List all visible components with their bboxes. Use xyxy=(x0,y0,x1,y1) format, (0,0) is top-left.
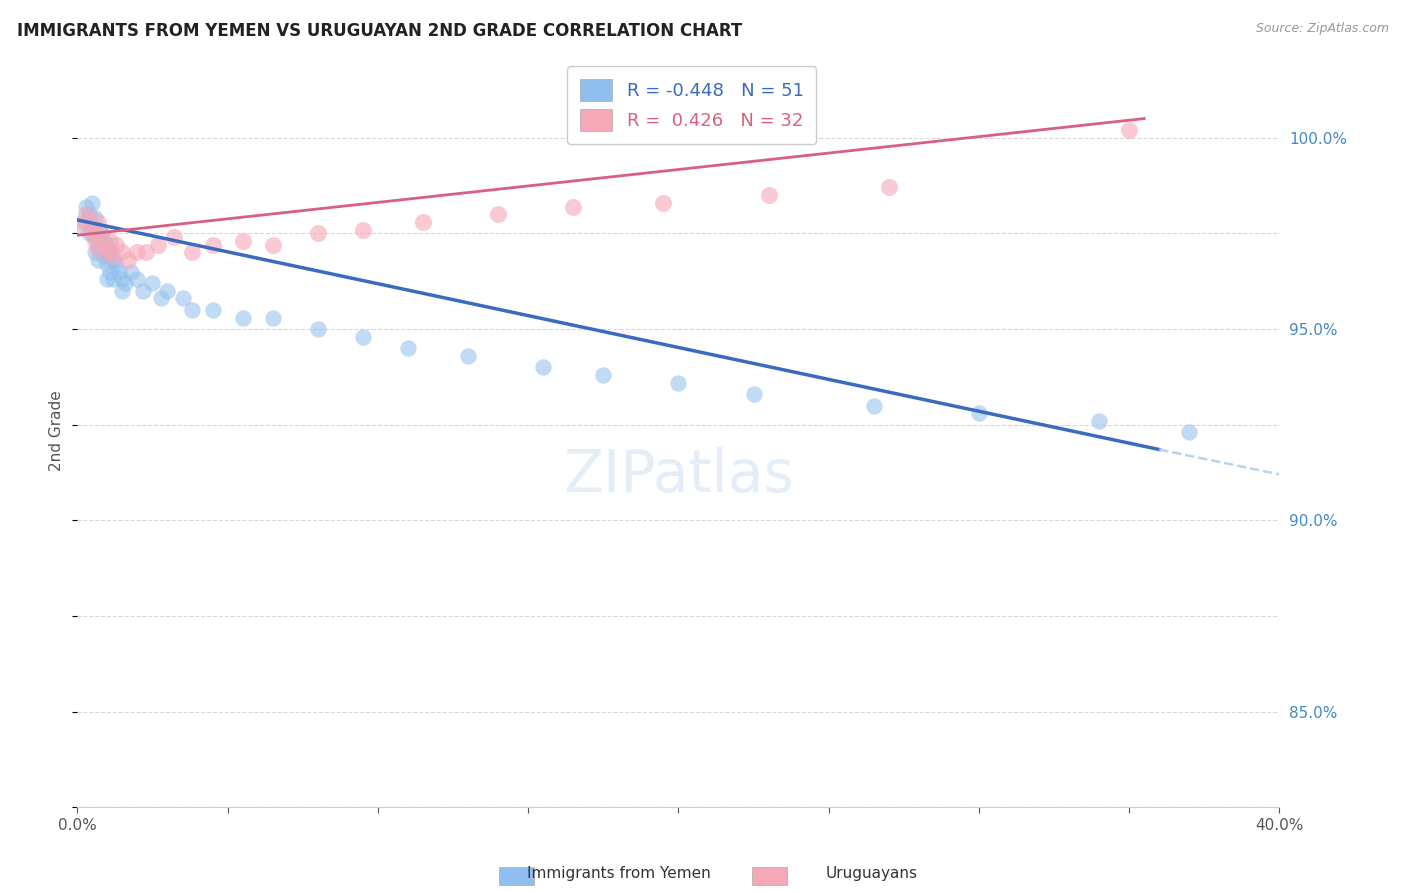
Point xyxy=(127,272,149,286)
Point xyxy=(156,284,179,298)
Point xyxy=(87,242,110,256)
Point xyxy=(82,195,104,210)
Point xyxy=(352,329,374,343)
Point xyxy=(307,227,329,241)
Point xyxy=(87,237,110,252)
Point xyxy=(72,219,94,233)
Point xyxy=(967,406,990,420)
Text: ZIPatlas: ZIPatlas xyxy=(562,447,794,504)
Point xyxy=(1118,123,1140,137)
Point xyxy=(742,387,765,401)
Point xyxy=(93,234,115,248)
Point xyxy=(105,237,128,252)
Point xyxy=(127,245,149,260)
Point xyxy=(90,242,112,256)
Point xyxy=(232,234,254,248)
Point xyxy=(352,222,374,236)
Point xyxy=(82,227,104,241)
Point xyxy=(396,341,419,355)
Point xyxy=(79,207,101,221)
Point xyxy=(87,222,110,236)
Point xyxy=(111,272,134,286)
Point xyxy=(457,349,479,363)
Point xyxy=(114,276,136,290)
Point xyxy=(84,230,107,244)
Point xyxy=(75,207,97,221)
Y-axis label: 2nd Grade: 2nd Grade xyxy=(49,390,65,471)
Point xyxy=(82,219,104,233)
Point xyxy=(90,227,112,241)
Point xyxy=(652,195,675,210)
Point xyxy=(135,245,157,260)
Point xyxy=(103,272,125,286)
Point xyxy=(307,322,329,336)
Point xyxy=(1088,414,1111,428)
Point xyxy=(201,237,224,252)
Point xyxy=(132,284,155,298)
Text: Uruguayans: Uruguayans xyxy=(825,866,918,881)
Point xyxy=(150,292,173,306)
Point xyxy=(72,215,94,229)
Point xyxy=(162,230,184,244)
Point xyxy=(262,237,284,252)
Point xyxy=(87,253,110,268)
Point xyxy=(96,257,118,271)
Text: Source: ZipAtlas.com: Source: ZipAtlas.com xyxy=(1256,22,1389,36)
Point xyxy=(100,264,122,278)
Text: Immigrants from Yemen: Immigrants from Yemen xyxy=(527,866,710,881)
Point xyxy=(93,249,115,263)
Point xyxy=(96,272,118,286)
Point xyxy=(84,234,107,248)
Point xyxy=(877,180,900,194)
Point xyxy=(201,302,224,317)
Point xyxy=(148,237,170,252)
Point xyxy=(531,360,554,375)
Point xyxy=(592,368,614,382)
Point xyxy=(84,211,107,225)
Point xyxy=(84,245,107,260)
Point xyxy=(262,310,284,325)
Point xyxy=(562,200,585,214)
Point xyxy=(79,215,101,229)
Point xyxy=(111,245,134,260)
Text: IMMIGRANTS FROM YEMEN VS URUGUAYAN 2ND GRADE CORRELATION CHART: IMMIGRANTS FROM YEMEN VS URUGUAYAN 2ND G… xyxy=(17,22,742,40)
Point xyxy=(180,245,202,260)
Point xyxy=(87,215,110,229)
Point xyxy=(172,292,194,306)
Point xyxy=(75,200,97,214)
Point xyxy=(93,237,115,252)
Point xyxy=(100,245,122,260)
Point xyxy=(412,215,434,229)
Point xyxy=(90,227,112,241)
Point xyxy=(103,249,125,263)
Legend: R = -0.448   N = 51, R =  0.426   N = 32: R = -0.448 N = 51, R = 0.426 N = 32 xyxy=(567,66,817,144)
Point xyxy=(232,310,254,325)
Point xyxy=(117,253,139,268)
Point xyxy=(758,188,780,202)
Point xyxy=(105,257,128,271)
Point xyxy=(100,234,122,248)
Point xyxy=(120,264,142,278)
Point xyxy=(1178,425,1201,440)
Point xyxy=(103,253,125,268)
Point xyxy=(180,302,202,317)
Point xyxy=(108,264,131,278)
Point xyxy=(79,227,101,241)
Point xyxy=(96,237,118,252)
Point xyxy=(111,284,134,298)
Point xyxy=(141,276,163,290)
Point xyxy=(486,207,509,221)
Point xyxy=(96,245,118,260)
Point xyxy=(668,376,690,390)
Point xyxy=(862,399,884,413)
